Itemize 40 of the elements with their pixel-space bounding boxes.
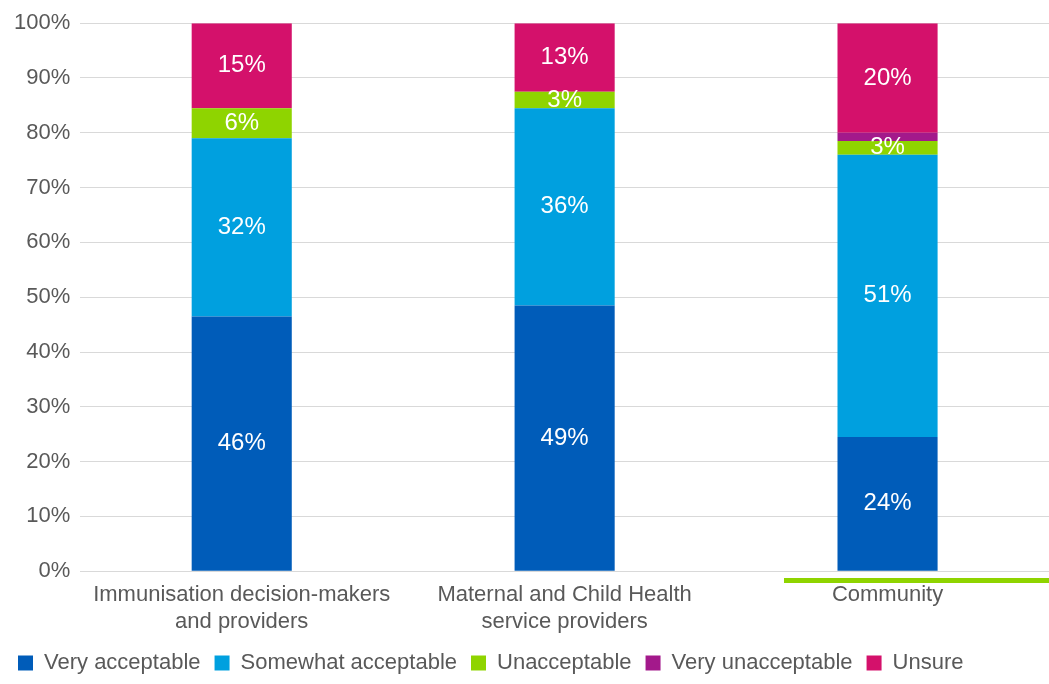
y-tick-label: 10% <box>26 502 71 528</box>
y-tick-label: 0% <box>38 557 71 583</box>
data-label: 20% <box>863 62 912 90</box>
data-label: 3% <box>547 84 582 112</box>
y-tick-label: 50% <box>26 283 71 309</box>
data-label: 13% <box>540 42 589 70</box>
bar <box>837 23 938 133</box>
y-tick-label: 90% <box>26 64 71 90</box>
data-label: 3% <box>870 132 905 160</box>
x-tick-label: Immunisation decision-makers and providers <box>93 581 391 633</box>
data-label: 51% <box>863 280 912 308</box>
x-tick-label: Maternal and Child Health service providers <box>437 581 692 633</box>
y-tick-label: 60% <box>26 228 71 254</box>
bar <box>514 108 615 306</box>
y-tick-label: 20% <box>26 447 71 473</box>
x-tick-label: Community <box>831 581 944 607</box>
y-tick-label: 100% <box>13 9 71 35</box>
legend-label: Unacceptable <box>497 649 632 675</box>
bar <box>191 138 292 317</box>
bar <box>837 436 938 571</box>
legend-label: Somewhat acceptable <box>240 649 458 675</box>
bar <box>514 23 615 92</box>
bar <box>837 154 938 437</box>
data-label: 49% <box>540 422 589 450</box>
data-label: 6% <box>224 107 260 135</box>
legend-label: Very acceptable <box>44 649 201 675</box>
data-label: 36% <box>540 191 589 219</box>
y-tick-label: 80% <box>26 118 71 144</box>
legend-label: Unsure <box>892 649 964 675</box>
data-label: 46% <box>217 428 266 456</box>
data-label: 15% <box>217 50 266 78</box>
data-label: 32% <box>217 211 266 239</box>
legend-label: Very unacceptable <box>671 649 853 675</box>
bar <box>514 305 615 571</box>
y-tick-label: 30% <box>26 392 71 418</box>
bar <box>191 23 292 109</box>
bar <box>191 316 292 571</box>
y-tick-label: 40% <box>26 338 71 364</box>
y-tick-label: 70% <box>26 173 71 199</box>
data-label: 24% <box>863 488 912 516</box>
